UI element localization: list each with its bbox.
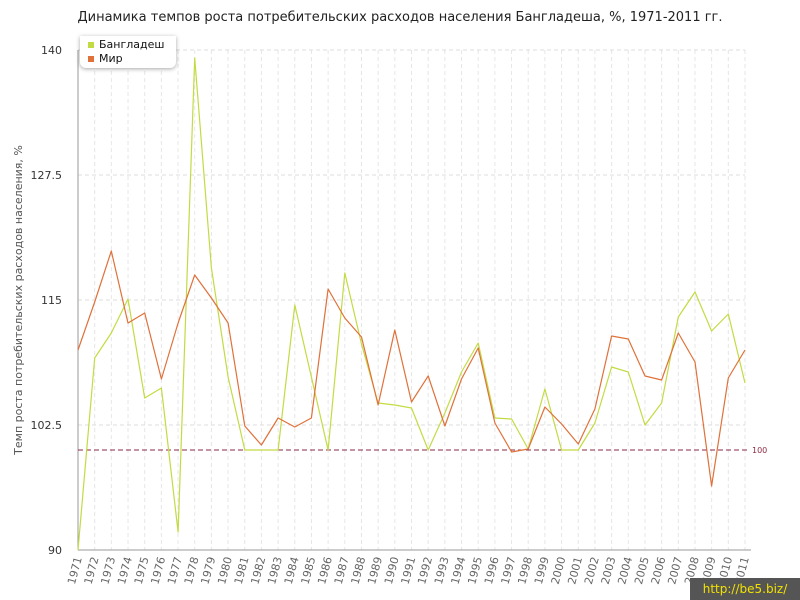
y-tick-label: 127.5 xyxy=(31,169,63,182)
legend-label-world: Мир xyxy=(99,52,123,65)
series-line-bangladesh xyxy=(77,57,746,551)
series-line-world xyxy=(77,250,746,487)
legend-label-bangladesh: Бангладеш xyxy=(99,38,165,51)
legend-item-world[interactable]: Мир xyxy=(88,52,123,65)
reference-line-label: 100 xyxy=(752,446,767,455)
legend: Бангладеш Мир xyxy=(80,36,176,68)
y-tick-label: 140 xyxy=(41,44,62,57)
reference-line-group: 100 xyxy=(78,446,767,455)
legend-swatch-bangladesh xyxy=(88,42,94,48)
y-tick-label: 90 xyxy=(48,544,62,557)
legend-swatch-world xyxy=(88,56,94,62)
y-tick-label: 115 xyxy=(41,294,62,307)
legend-item-bangladesh[interactable]: Бангладеш xyxy=(88,38,164,51)
y-tick-label: 102.5 xyxy=(31,419,63,432)
grid xyxy=(77,49,746,551)
chart-title: Динамика темпов роста потребительских ра… xyxy=(77,10,723,25)
axes: 90102.5115127.51401971197219731974197519… xyxy=(12,44,752,586)
series-lines xyxy=(77,57,746,551)
y-axis-label: Темп роста потребительских расходов насе… xyxy=(12,145,25,456)
watermark[interactable]: http://be5.biz/ xyxy=(690,578,800,600)
